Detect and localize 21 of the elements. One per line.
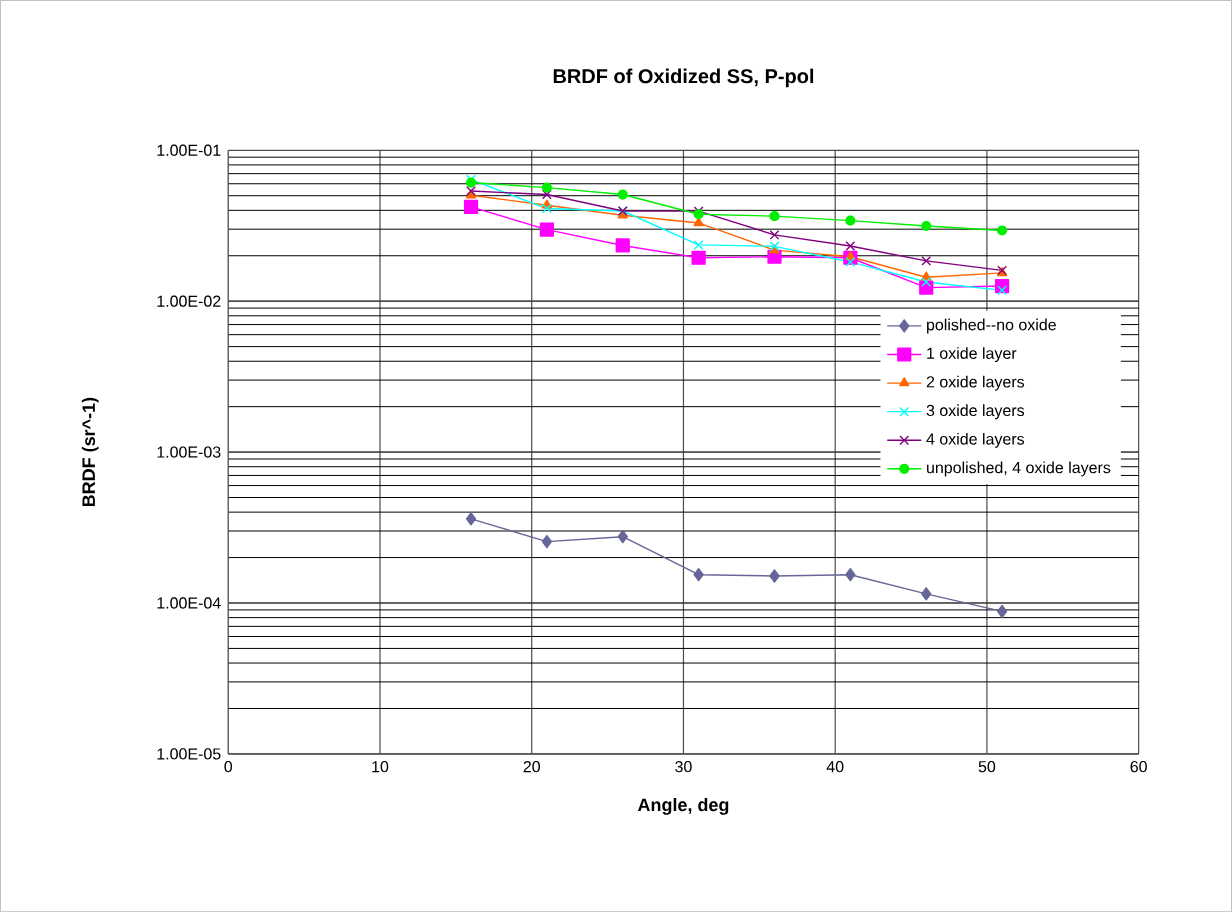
legend-label: 4 oxide layers: [926, 432, 1025, 448]
chart-title: BRDF of Oxidized SS, P-pol: [553, 68, 814, 88]
x-tick-label: 0: [224, 760, 233, 773]
y-axis-title: BRDF (sr^-1): [81, 397, 99, 507]
legend-label: 1 oxide layer: [927, 347, 1017, 363]
legend-label: 3 oxide layers: [926, 404, 1025, 420]
y-tick-label: 1.00E-04: [157, 597, 221, 609]
y-tick-label: 1.00E-03: [157, 446, 221, 458]
y-tick-label: 1.00E-05: [157, 748, 221, 760]
x-tick-label: 50: [978, 760, 996, 773]
y-tick-label: 1.00E-01: [157, 144, 221, 156]
x-tick-label: 60: [1130, 760, 1147, 773]
x-tick-label: 40: [826, 760, 844, 773]
legend-label: polished--no oxide: [927, 318, 1056, 334]
x-tick-label: 20: [523, 760, 540, 773]
y-tick-label: 1.00E-02: [157, 295, 221, 307]
x-tick-label: 10: [372, 760, 389, 773]
legend-label: 2 oxide layers: [926, 375, 1025, 391]
legend-label: unpolished, 4 oxide layers: [927, 461, 1111, 477]
x-axis-title: Angle, deg: [637, 797, 729, 815]
x-tick-label: 30: [675, 760, 692, 773]
